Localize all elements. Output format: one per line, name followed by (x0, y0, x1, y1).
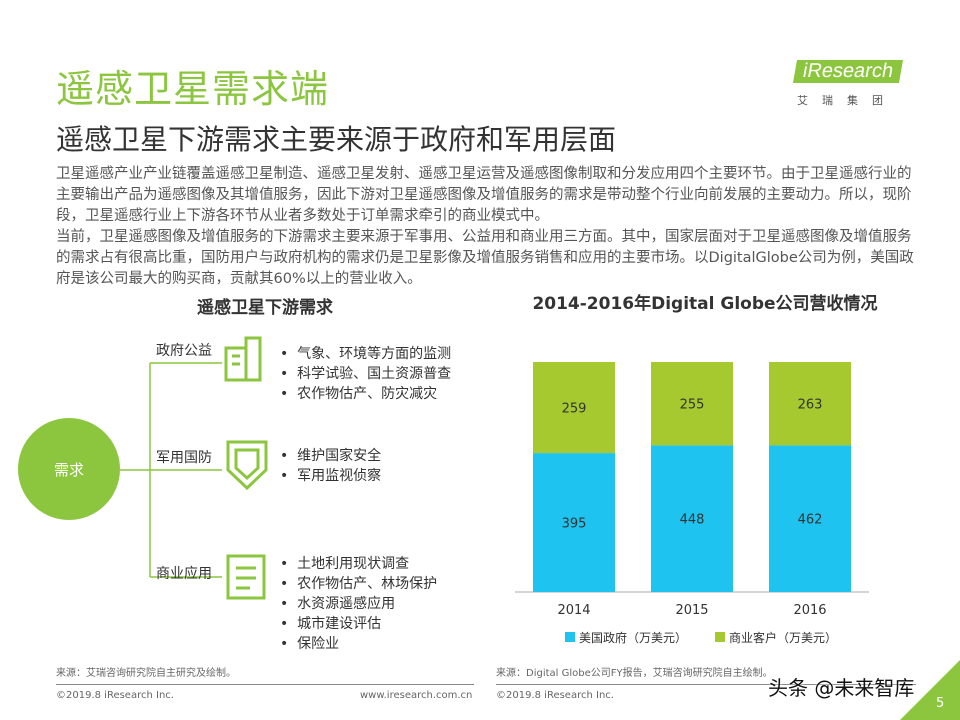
x-tick-label: 2014 (557, 603, 590, 618)
website-link[interactable]: www.iresearch.com.cn (360, 690, 473, 701)
copyright: ©2019.8 iResearch Inc. (56, 690, 174, 701)
source-note: 来源：Digital Globe公司FY报告，艾瑞咨询研究院自主绘制。 (496, 668, 773, 679)
data-label: 255 (680, 398, 705, 413)
branch-items: • 土地利用现状调查 • 农作物估产、林场保护 • 水资源遥感应用 • 城市建设… (280, 554, 437, 654)
diagram-lines (120, 336, 268, 600)
list-item: • 维护国家安全 (280, 448, 382, 464)
diagram-root: 需求 (18, 418, 120, 520)
bar-segment (533, 453, 615, 592)
bar-segment (769, 445, 851, 592)
bar-segment (769, 362, 851, 446)
list-item: • 土地利用现状调查 (280, 556, 410, 572)
list-item: • 保险业 (280, 636, 340, 652)
list-item: • 科学试验、国土资源普查 (280, 366, 452, 382)
branch-label: 商业应用 (156, 566, 212, 582)
watermark: 头条 @未来智库 (768, 676, 915, 700)
list-item: • 农作物估产、防灾减灾 (280, 386, 438, 402)
data-label: 462 (798, 513, 823, 528)
branch-label: 政府公益 (156, 343, 212, 359)
data-label: 448 (680, 513, 705, 528)
divider (56, 684, 474, 685)
logo: iResearch (792, 60, 904, 83)
paragraph: 卫星遥感产业产业链覆盖遥感卫星制造、遥感卫星发射、遥感卫星运营及遥感图像制取和分… (56, 166, 912, 224)
branch-label: 军用国防 (156, 450, 212, 466)
page-title: 遥感卫星需求端 (56, 67, 330, 111)
logo-subtitle: 艾瑞集团 (797, 94, 897, 107)
list-item: • 城市建设评估 (280, 616, 382, 632)
building-icon (224, 336, 262, 382)
list-item: • 军用监视侦察 (280, 468, 382, 484)
bar-segment (533, 362, 615, 454)
body-text: 卫星遥感产业产业链覆盖遥感卫星制造、遥感卫星发射、遥感卫星运营及遥感图像制取和分… (56, 164, 916, 290)
list-item: • 农作物估产、林场保护 (280, 576, 438, 592)
document-icon (226, 554, 266, 600)
data-label: 259 (562, 402, 587, 417)
page-subtitle: 遥感卫星下游需求主要来源于政府和军用层面 (56, 123, 617, 156)
data-label: 395 (562, 517, 587, 532)
legend-swatch (565, 632, 575, 642)
stacked-bar-chart: 395 259 2014 448 255 2015 462 263 2016 美国政府（万美元） 商… (515, 362, 869, 645)
x-tick-label: 2016 (793, 603, 826, 618)
legend-label: 美国政府（万美元） (579, 630, 687, 645)
paragraph: 当前，卫星遥感图像及增值服务的下游需求主要来源于军事用、公益用和商业用三方面。其… (56, 229, 914, 287)
branch-items: • 气象、环境等方面的监测 • 科学试验、国土资源普查 • 农作物估产、防灾减灾 (280, 344, 451, 404)
diagram-title: 遥感卫星下游需求 (197, 298, 333, 318)
bar-segment (651, 362, 733, 446)
list-item: • 水资源遥感应用 (280, 596, 396, 612)
copyright: ©2019.8 iResearch Inc. (496, 690, 614, 701)
shield-icon (226, 440, 268, 491)
legend-label: 商业客户（万美元） (729, 630, 837, 645)
list-item: • 气象、环境等方面的监测 (280, 346, 452, 362)
branch-items: • 维护国家安全 • 军用监视侦察 (280, 446, 381, 486)
page-number: 5 (936, 696, 945, 711)
data-label: 263 (798, 398, 823, 413)
bar-segment (651, 445, 733, 592)
legend-swatch (715, 632, 725, 642)
x-tick-label: 2015 (675, 603, 708, 618)
source-note: 来源：艾瑞咨询研究院自主研究及绘制。 (56, 668, 236, 679)
divider (496, 684, 916, 685)
chart-title: 2014-2016年Digital Globe公司营收情况 (532, 294, 878, 314)
corner-decoration (900, 660, 960, 720)
